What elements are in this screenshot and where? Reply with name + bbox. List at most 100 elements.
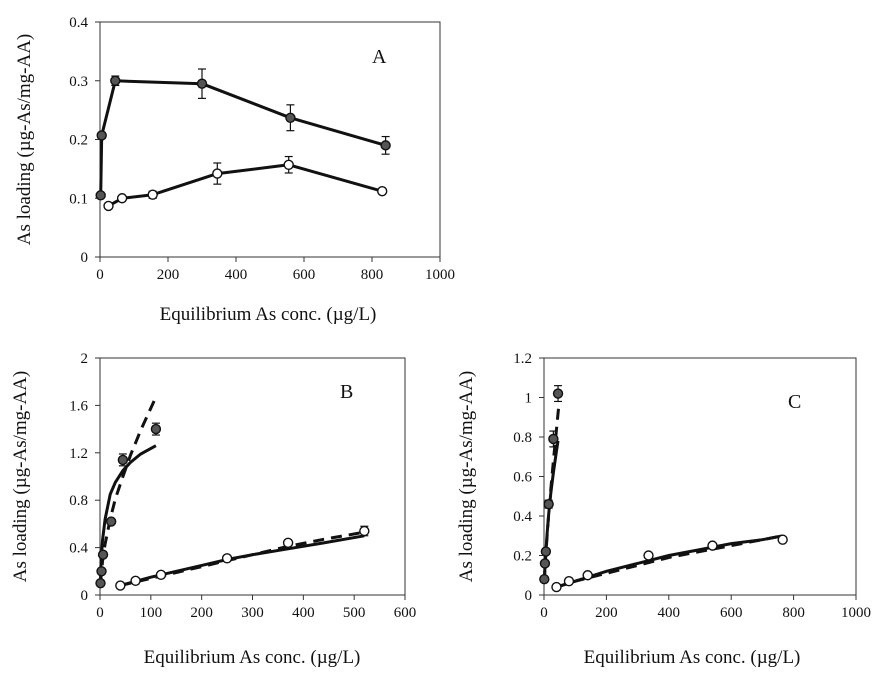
data-point-open-b [359,525,370,537]
data-point-open-c [551,581,562,593]
ticks-a: 0 200 400 600 800 1000 0 0.1 0.2 0.3 0.4 [69,15,455,283]
data-point-open-a [116,193,128,204]
series-line-open-a [107,163,384,208]
data-point-filled-a [96,130,107,141]
x-tick-label-c: 1000 [841,605,871,621]
x-tick-label-b: 0 [96,605,104,621]
data-point-filled-b [105,516,117,527]
y-tick-label-b: 1.6 [69,398,88,414]
x-tick-label-b: 600 [394,605,417,621]
x-axis-title-a: Equilibrium As conc. (µg/L) [160,304,377,325]
fits-c [542,403,783,589]
x-tick-label-a: 200 [157,267,180,283]
ticks-c: 0 200 400 600 800 1000 0 0.2 0.4 0.6 0.8 1 1.2 [513,351,871,621]
fit-curve-solid-b [99,444,157,581]
y-tick-label-b: 1.2 [69,446,88,462]
data-point-open-c [777,534,788,545]
y-tick-label-b: 2 [81,351,89,367]
y-tick-label-c: 0.6 [513,470,532,486]
data-point-filled-a [110,75,121,86]
x-tick-label-c: 200 [595,605,618,621]
fits-b [99,396,365,587]
data-point-filled-a [380,140,391,151]
data-point-filled-c [539,574,550,585]
x-tick-label-a: 800 [361,267,384,283]
data-point-open-b [221,553,233,564]
panel-b: B Equilibrium As conc. (µg/L) As loading… [10,351,416,668]
data-point-filled-b [150,423,162,435]
y-axis-title-c: As loading (µg-As/mg-AA) [456,371,477,582]
y-tick-label-c: 0.4 [513,509,532,525]
panel-c: C Equilibrium As conc. (µg/L) As loading… [456,351,871,668]
data-point-filled-a [196,78,208,89]
x-tick-label-a: 600 [293,267,316,283]
fit-curve-dashed-b [99,396,158,584]
data-point-filled-c [548,433,559,445]
y-axis-title-a: As loading (µg-As/mg-AA) [14,34,35,245]
data-point-filled-c [540,546,552,557]
y-tick-label-c: 0 [525,588,533,604]
data-point-filled-c [543,498,554,510]
x-tick-label-c: 400 [658,605,681,621]
data-point-filled-a [95,190,106,201]
y-tick-label-c: 0.8 [513,430,532,446]
series-c [539,385,788,593]
x-tick-label-c: 0 [540,605,548,621]
data-point-open-b [155,569,167,581]
data-point-filled-c [552,388,564,399]
x-tick-label-a: 1000 [425,267,455,283]
y-tick-label-b: 0.8 [69,493,88,509]
x-tick-label-a: 400 [225,267,248,283]
data-point-open-b [282,537,294,549]
y-tick-label-b: 0.4 [69,541,88,557]
data-point-open-a [147,189,158,200]
y-tick-label-c: 1.2 [513,351,532,367]
data-point-open-c [643,550,654,561]
x-tick-label-b: 400 [292,605,315,621]
panel-a: A Equilibrium As conc. (µg/L) As loading… [14,15,455,325]
data-point-filled-a [285,112,296,123]
y-tick-label-a: 0.4 [69,15,88,31]
y-tick-label-b: 0 [81,588,89,604]
plot-frame-b [99,357,406,596]
x-tick-label-b: 100 [140,605,163,621]
data-point-filled-b [96,566,107,577]
data-point-open-a [377,185,388,197]
panel-label-a: A [372,46,387,68]
y-tick-label-a: 0.2 [69,133,88,149]
plot-frame-c [543,357,857,596]
data-point-open-a [103,200,114,212]
data-point-open-c [563,575,575,587]
x-tick-label-b: 200 [190,605,213,621]
series-line-filled-a [99,79,388,197]
data-point-open-b [115,580,126,591]
data-point-open-c [707,540,718,551]
x-axis-title-c: Equilibrium As conc. (µg/L) [584,647,801,668]
y-tick-label-a: 0.3 [69,74,88,90]
x-tick-label-c: 800 [782,605,805,621]
y-tick-label-a: 0.1 [69,191,88,207]
data-point-open-a [283,159,294,170]
ticks-b: 0 100 200 300 400 500 600 0 0.4 0.8 1.2 1.6 2 [69,351,416,621]
data-point-open-b [130,575,141,586]
fit-curve-dashed-c [556,534,783,589]
data-point-filled-b [117,454,129,466]
x-tick-label-c: 600 [720,605,743,621]
x-tick-label-a: 0 [96,267,104,283]
data-point-open-c [582,570,593,581]
y-tick-label-c: 1 [525,391,533,407]
data-point-open-a [212,168,223,179]
x-tick-label-b: 500 [343,605,366,621]
data-point-filled-b [95,577,106,589]
panel-label-b: B [340,381,353,403]
plot-frame-a [99,21,441,258]
series-b [95,422,370,591]
x-axis-title-b: Equilibrium As conc. (µg/L) [144,647,361,668]
x-tick-label-b: 300 [241,605,264,621]
y-tick-label-c: 0.2 [513,549,532,565]
data-point-filled-c [539,558,551,569]
y-tick-label-a: 0 [81,250,89,266]
panel-label-c: C [788,391,801,413]
data-point-filled-b [97,549,109,560]
